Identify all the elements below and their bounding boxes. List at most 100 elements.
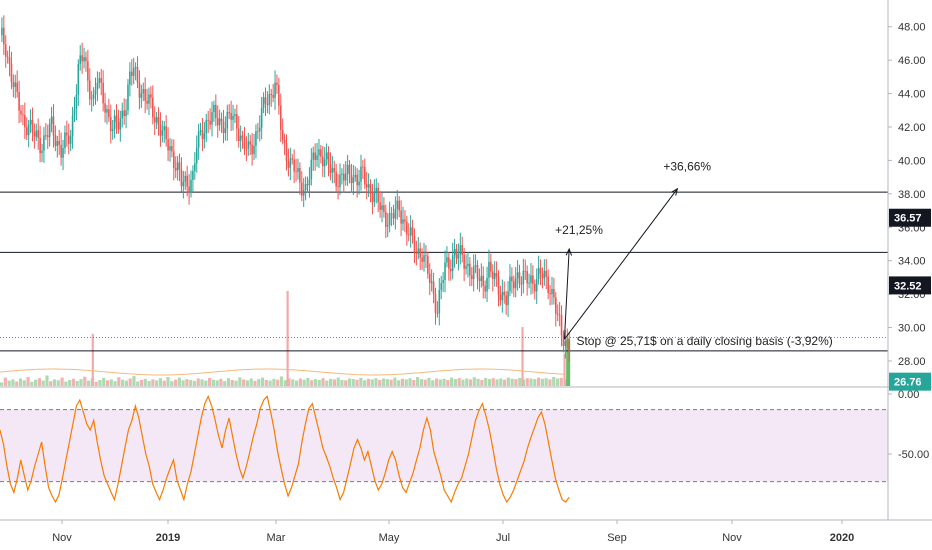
y-tick-label: 40.00 — [898, 155, 926, 167]
volume-bar — [506, 377, 510, 386]
candle-body — [497, 276, 500, 295]
candle-body — [556, 313, 559, 315]
y-tick-label: 34.00 — [898, 256, 926, 268]
candle-body — [163, 126, 166, 131]
candle-body — [35, 130, 38, 137]
candle-body — [383, 205, 385, 212]
volume-bar — [11, 379, 15, 386]
candle-body — [92, 94, 95, 99]
candle-body — [562, 335, 565, 347]
candle-body — [467, 263, 469, 267]
x-tick-label: 2020 — [830, 532, 854, 544]
x-tick-label: May — [379, 532, 400, 544]
candle-body — [323, 159, 326, 167]
candle-body — [37, 130, 39, 138]
candle-body — [318, 149, 320, 156]
candle-body — [440, 283, 443, 291]
candle-body — [360, 166, 362, 182]
candle-body — [289, 158, 292, 168]
candle-body — [428, 273, 431, 283]
candle-body — [346, 164, 349, 174]
candle-body — [270, 93, 273, 95]
candle-body — [188, 186, 190, 193]
candle-body — [12, 81, 15, 87]
candle-body — [365, 184, 368, 188]
candle-body — [22, 114, 24, 116]
volume-bar — [548, 379, 552, 386]
volume-bar — [102, 377, 106, 386]
volume-last-bar — [566, 338, 571, 386]
candle-body — [455, 248, 458, 259]
volume-bar — [381, 378, 386, 386]
candle-body — [258, 127, 261, 132]
candle-body — [283, 139, 286, 144]
volume-ma-line — [0, 368, 564, 376]
volume-bar — [272, 378, 276, 386]
candle-body — [39, 137, 41, 154]
volume-bar — [151, 379, 155, 386]
volume-bar — [351, 379, 355, 386]
candle-body — [142, 89, 145, 94]
candle-body — [543, 270, 546, 279]
volume-bar — [393, 377, 397, 386]
candle-body — [201, 130, 204, 140]
volume-bar — [181, 380, 185, 386]
candle-body — [125, 110, 127, 117]
candle-body — [66, 132, 68, 136]
volume-bar — [329, 378, 333, 386]
volume-bar — [124, 380, 128, 386]
candle-body — [457, 254, 460, 259]
volume-bars — [0, 291, 571, 386]
volume-bar — [423, 379, 427, 386]
candle-body — [549, 293, 551, 295]
candle-body — [29, 119, 32, 125]
candle-body — [528, 282, 530, 284]
candle-body — [293, 159, 295, 172]
volume-bar — [363, 380, 367, 386]
candle-body — [262, 97, 265, 108]
candle-body — [199, 130, 202, 132]
volume-bar — [173, 379, 178, 386]
oscillator-band — [0, 409, 888, 483]
candle-body — [274, 82, 276, 98]
candle-body — [281, 130, 284, 140]
candle-body — [264, 97, 267, 104]
candle-body — [215, 104, 217, 118]
candle-body — [255, 131, 257, 146]
candle-body — [106, 109, 108, 113]
osc-tick-label: -50.00 — [898, 449, 929, 461]
volume-bar — [257, 379, 261, 386]
volume-bar — [438, 379, 442, 386]
volume-bar — [374, 378, 378, 386]
candle-body — [480, 275, 483, 281]
candle-body — [203, 133, 206, 140]
volume-bar — [170, 381, 174, 386]
volume-bar — [158, 378, 163, 386]
candle-body — [451, 255, 454, 272]
candle-body — [423, 255, 425, 262]
volume-bar — [60, 377, 64, 386]
candle-body — [499, 294, 502, 301]
candle-body — [134, 67, 137, 68]
candle-body — [100, 78, 103, 83]
candle-body — [287, 160, 290, 168]
candle-body — [251, 144, 253, 155]
candle-body — [373, 191, 376, 202]
candle-body — [96, 82, 99, 90]
candle-body — [304, 184, 307, 191]
price-badge — [889, 372, 931, 391]
candle-body — [127, 84, 129, 111]
candle-body — [493, 273, 496, 279]
volume-bar — [298, 378, 302, 386]
volume-bar — [196, 378, 200, 386]
candle-body — [511, 276, 513, 282]
candle-body — [356, 174, 358, 186]
price-badge-label: 32.52 — [894, 280, 922, 292]
volume-bar — [283, 380, 287, 386]
candle-body — [237, 128, 240, 141]
candle-body — [507, 291, 509, 306]
volume-bar — [162, 380, 166, 386]
candle-body — [67, 135, 70, 144]
candle-body — [490, 261, 492, 272]
